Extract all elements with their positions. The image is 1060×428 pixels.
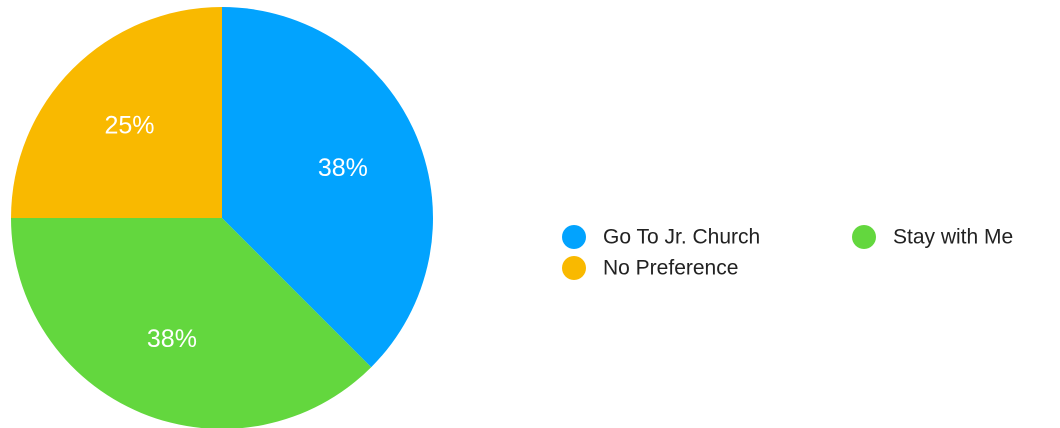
legend: Go To Jr. Church Stay with Me No Preferenc… [562,225,1013,280]
slice-label: 38% [147,325,197,353]
legend-label: No Preference [603,257,738,280]
legend-label: Go To Jr. Church [603,226,760,249]
legend-swatch [562,256,586,280]
pie-slice [222,7,434,368]
pie-slice [11,7,222,218]
pie-slice [11,218,372,428]
pie-slice-labels: 38% 38% 25% [104,112,367,353]
legend-swatch [562,225,586,249]
slice-label: 38% [318,154,368,182]
legend-label: Stay with Me [893,226,1013,249]
slice-label: 25% [104,112,154,140]
pie-slices [11,7,434,428]
legend-swatch [852,225,876,249]
